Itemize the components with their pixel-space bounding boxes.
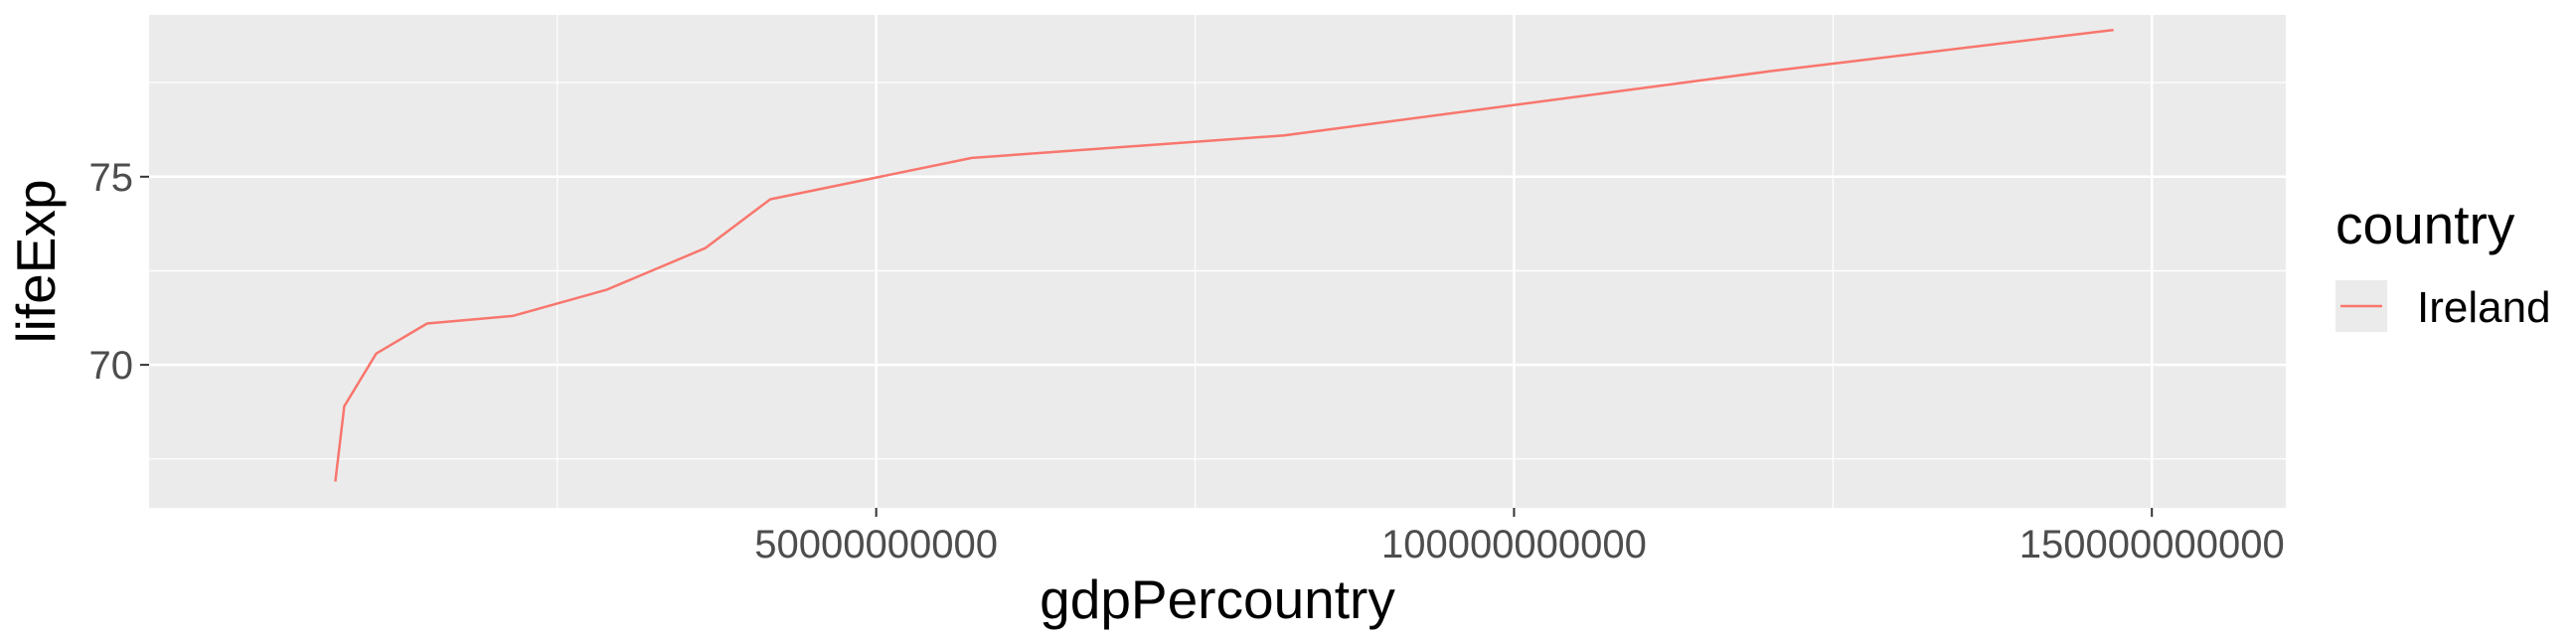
x-tick-label-1: 100000000000 <box>1381 523 1647 566</box>
y-axis-title: lifeExp <box>5 179 67 343</box>
y-tick-label-1: 75 <box>89 156 134 200</box>
x-axis-ticks: 50000000000 100000000000 150000000000 <box>754 508 2285 566</box>
legend: country Ireland <box>2335 194 2551 332</box>
grid-lines <box>149 15 2286 508</box>
x-axis-title: gdpPercountry <box>1040 568 1395 630</box>
series-line-ireland <box>334 28 2114 482</box>
legend-label-ireland: Ireland <box>2417 283 2551 332</box>
plot-panel <box>149 15 2286 508</box>
y-axis-ticks: 70 75 <box>89 156 149 388</box>
legend-title: country <box>2335 194 2515 255</box>
series-lines <box>334 28 2114 482</box>
x-tick-label-2: 150000000000 <box>2019 523 2285 566</box>
y-tick-label-0: 70 <box>89 344 134 388</box>
x-tick-label-0: 50000000000 <box>754 523 998 566</box>
